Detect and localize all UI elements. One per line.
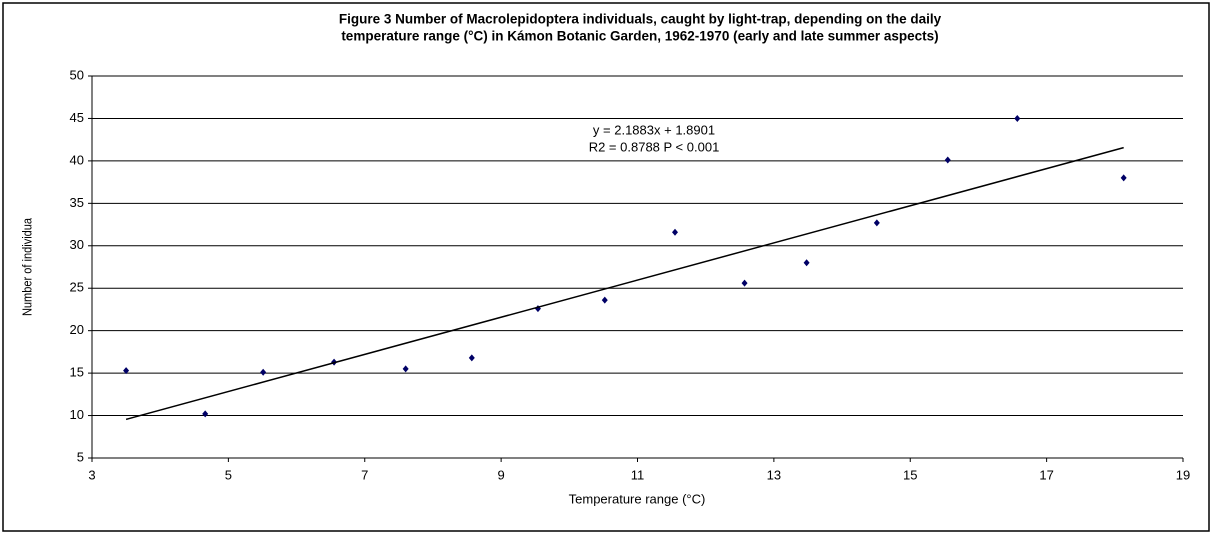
y-tick-label: 35: [70, 195, 84, 210]
y-tick-label: 10: [70, 407, 84, 422]
point: [944, 156, 951, 164]
x-tick-label: 11: [631, 467, 645, 482]
point: [803, 259, 810, 267]
point: [873, 219, 880, 227]
x-tick-label: 9: [498, 467, 505, 482]
point: [1014, 114, 1021, 122]
point: [1120, 174, 1127, 182]
y-tick-label: 45: [70, 110, 84, 125]
y-tick-label: 5: [77, 449, 84, 464]
point: [672, 228, 679, 236]
x-tick-label: 3: [88, 467, 95, 482]
y-tick-label: 50: [70, 67, 84, 82]
x-tick-label: 13: [767, 467, 781, 482]
trendline: [125, 146, 1124, 421]
chart-title: Figure 3 Number of Macrolepidoptera indi…: [339, 12, 942, 27]
point: [402, 365, 409, 373]
y-tick-label: 30: [70, 237, 84, 252]
trendline-label: R2 = 0.8788 P < 0.001: [589, 139, 720, 154]
point: [741, 279, 748, 287]
x-tick-label: 7: [361, 467, 368, 482]
y-tick-label: 40: [70, 152, 84, 167]
point: [601, 296, 608, 304]
y-tick-label: 25: [70, 280, 84, 295]
x-tick-label: 15: [903, 467, 917, 482]
x-tick-label: 17: [1039, 467, 1053, 482]
x-tick-label: 19: [1176, 467, 1190, 482]
point: [260, 368, 267, 376]
point: [202, 410, 209, 418]
chart-title: temperature range (°C) in Kámon Botanic …: [341, 29, 938, 44]
y-tick-label: 20: [70, 322, 84, 337]
x-axis-label: Temperature range (°C): [569, 491, 706, 506]
point: [468, 354, 475, 362]
y-axis-label: Number of individua: [20, 218, 35, 316]
x-tick-label: 5: [225, 467, 232, 482]
point: [123, 367, 130, 375]
trendline-label: y = 2.1883x + 1.8901: [593, 122, 715, 137]
y-tick-label: 15: [70, 365, 84, 380]
